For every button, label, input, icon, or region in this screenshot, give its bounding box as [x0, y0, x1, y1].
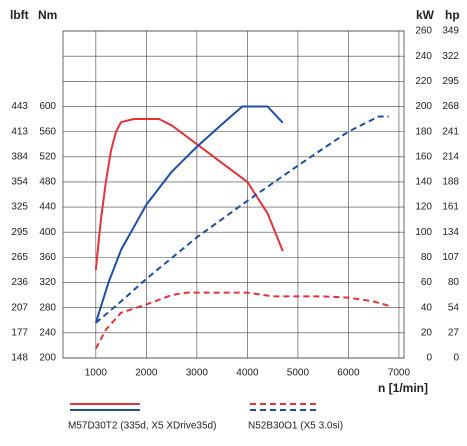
hp-tick-label: 214 [442, 151, 459, 162]
x-tick-label: 6000 [337, 368, 360, 379]
lbft-tick-label: 443 [11, 101, 28, 112]
x-tick-label: 7000 [388, 368, 411, 379]
lbft-tick-label: 325 [11, 202, 28, 213]
y-tick-label: 520 [39, 151, 56, 162]
y-tick-label: 440 [39, 202, 56, 213]
lbft-tick-label: 207 [11, 302, 28, 313]
y-tick-label: 560 [39, 126, 56, 137]
y2-tick-label: 180 [415, 126, 432, 137]
lbft-tick-label: 295 [11, 227, 28, 238]
series-line [94, 105, 284, 324]
series-line [94, 291, 390, 350]
y2-tick-label: 40 [421, 302, 433, 313]
y-tick-label: 240 [39, 327, 56, 338]
hp-tick-label: 0 [453, 353, 459, 364]
y-tick-label: 600 [39, 101, 56, 112]
y2-tick-label: 200 [415, 101, 432, 112]
lbft-tick-label: 177 [11, 327, 28, 338]
hp-tick-label: 188 [442, 177, 459, 188]
plot-frame [62, 30, 405, 359]
right-header-kw: kW [416, 8, 435, 22]
x-tick-label: 4000 [236, 368, 259, 379]
y2-tick-label: 100 [415, 227, 432, 238]
y-tick-label: 400 [39, 227, 56, 238]
hp-tick-label: 134 [442, 227, 459, 238]
x-tick-label: 2000 [135, 368, 158, 379]
y2-tick-label: 20 [421, 327, 433, 338]
x-tick-label: 5000 [287, 368, 310, 379]
legend-label: N52B30O1 (X5 3.0si) [248, 421, 343, 432]
y-tick-label: 280 [39, 302, 56, 313]
hp-tick-label: 161 [442, 202, 459, 213]
y-tick-label: 320 [39, 277, 56, 288]
x-tick-label: 1000 [85, 368, 108, 379]
lbft-tick-label: 265 [11, 252, 28, 263]
y2-tick-label: 260 [415, 26, 432, 37]
y2-tick-label: 0 [426, 353, 432, 364]
y-tick-label: 360 [39, 252, 56, 263]
left-header-nm: Nm [38, 8, 57, 22]
y2-tick-label: 60 [421, 277, 433, 288]
lbft-tick-label: 354 [11, 177, 28, 188]
series-line [95, 115, 389, 324]
lbft-tick-label: 236 [11, 277, 28, 288]
legend-label: M57D30T2 (335d, X5 XDrive35d) [68, 421, 216, 432]
hp-tick-label: 241 [442, 126, 459, 137]
left-header-lbft: lbft [10, 8, 29, 22]
y-tick-label: 480 [39, 177, 56, 188]
y2-tick-label: 80 [421, 252, 433, 263]
series-line [94, 118, 284, 271]
hp-tick-label: 54 [448, 302, 460, 313]
hp-tick-label: 349 [442, 26, 459, 37]
y-tick-label: 200 [39, 353, 56, 364]
hp-tick-label: 322 [442, 51, 459, 62]
hp-tick-label: 107 [442, 252, 459, 263]
lbft-tick-label: 413 [11, 126, 28, 137]
y2-tick-label: 120 [415, 202, 432, 213]
x-tick-label: 3000 [186, 368, 209, 379]
hp-tick-label: 268 [442, 101, 459, 112]
x-axis-label: n [1/min] [378, 381, 428, 395]
y2-tick-label: 160 [415, 151, 432, 162]
y2-tick-label: 140 [415, 177, 432, 188]
hp-tick-label: 295 [442, 76, 459, 87]
lbft-tick-label: 384 [11, 151, 28, 162]
lbft-tick-label: 148 [11, 353, 28, 364]
hp-tick-label: 27 [448, 327, 460, 338]
y2-tick-label: 220 [415, 76, 432, 87]
y2-tick-label: 240 [415, 51, 432, 62]
right-header-hp: hp [445, 8, 460, 22]
hp-tick-label: 80 [448, 277, 460, 288]
